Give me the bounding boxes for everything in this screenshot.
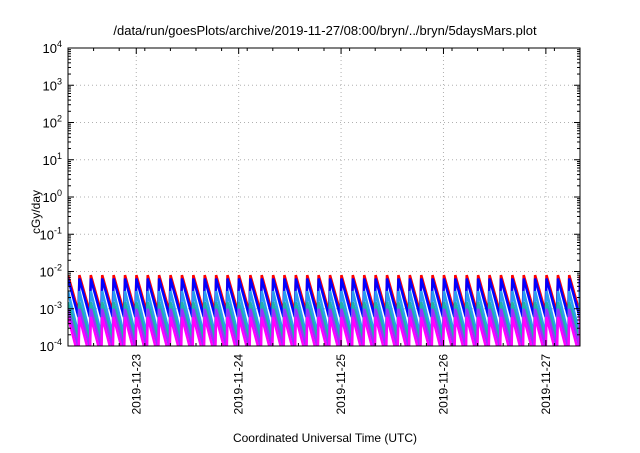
y-tick-label: 10-1 xyxy=(40,225,62,242)
y-axis-label: cGy/day xyxy=(29,190,43,234)
x-tick-label: 2019-11-26 xyxy=(436,354,450,415)
x-tick-label: 2019-11-24 xyxy=(232,354,246,415)
x-tick-label: 2019-11-25 xyxy=(334,354,348,415)
x-tick-label: 2019-11-27 xyxy=(539,354,553,415)
y-tick-label: 102 xyxy=(43,114,62,131)
y-tick-label: 101 xyxy=(43,151,62,168)
y-tick-label: 10-4 xyxy=(40,337,62,354)
x-tick-label: 2019-11-23 xyxy=(129,354,143,415)
chart-title: /data/run/goesPlots/archive/2019-11-27/0… xyxy=(113,23,537,38)
y-tick-label: 104 xyxy=(43,39,62,56)
plot-frame xyxy=(67,47,581,347)
x-axis-label: Coordinated Universal Time (UTC) xyxy=(233,431,417,445)
y-tick-label: 103 xyxy=(43,76,62,93)
axes: 10-4 10-3 10-2 10-1 100 101 102 103 104 2019-11-2… xyxy=(40,39,581,415)
y-tick-label: 10-3 xyxy=(40,300,62,317)
series-group xyxy=(68,274,580,346)
y-tick-label: 10-2 xyxy=(40,263,62,280)
y-tick-label: 100 xyxy=(43,188,62,205)
